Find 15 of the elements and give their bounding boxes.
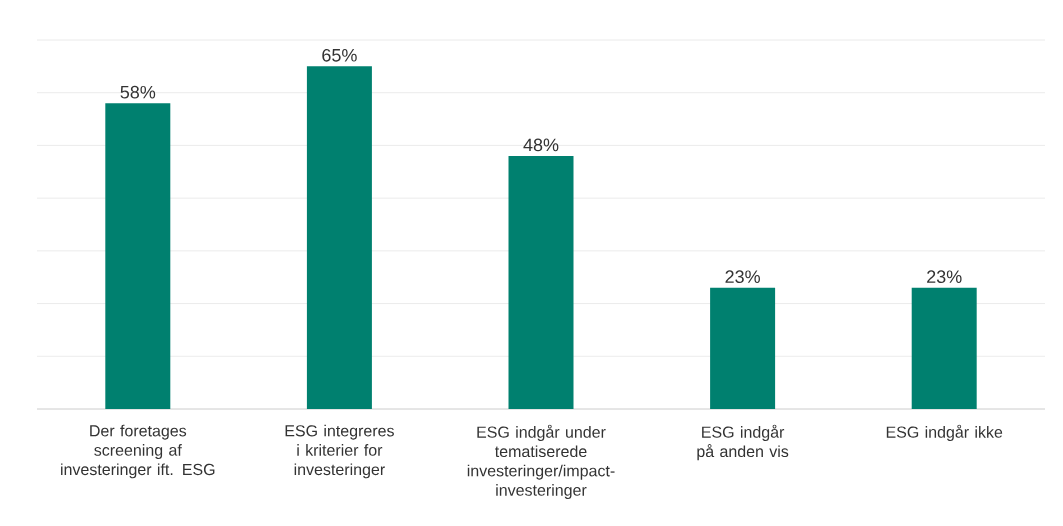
bar <box>508 155 574 409</box>
x-tick-label: ESG indgår ikke <box>886 424 1003 441</box>
data-label: 65% <box>322 48 357 62</box>
x-tick-label: ESG integreres i kriterier for investeringer <box>285 424 394 479</box>
bar <box>105 103 171 409</box>
bar <box>306 66 372 409</box>
data-label: 58% <box>120 85 156 99</box>
data-label: 23% <box>927 270 962 284</box>
data-label: 23% <box>725 270 760 284</box>
bar <box>911 287 977 409</box>
x-tick-label: ESG indgår under tematiserede investeringer/impact-investeringer <box>467 424 615 499</box>
x-tick-label: Der foretages screening af investeringer ift. ESG <box>61 424 215 479</box>
x-tick-label: ESG indgår på anden vis <box>697 424 789 461</box>
bar <box>710 287 776 409</box>
data-label: 48% <box>523 138 559 152</box>
